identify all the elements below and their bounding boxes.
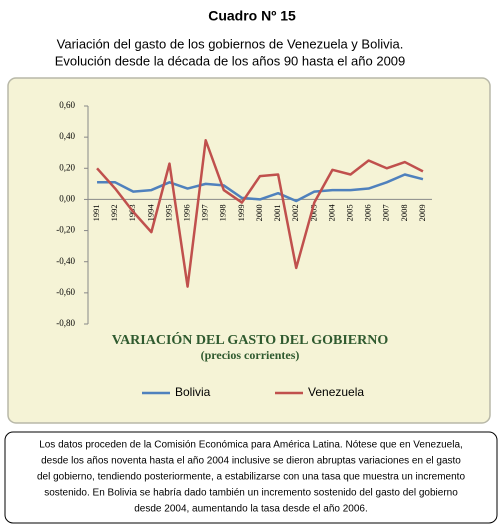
- header-subtitle: Evolución desde la década de los años 90…: [55, 53, 406, 68]
- chart-title: VARIACIÓN DEL GASTO DEL GOBIERNO: [112, 331, 389, 348]
- x-tick-label: 2005: [344, 204, 354, 221]
- y-tick-label: 0,00: [59, 193, 75, 203]
- header-subtitle: Variación del gasto de los gobiernos de …: [57, 36, 404, 51]
- x-tick-label: 1992: [109, 204, 119, 221]
- line-series: [96, 139, 424, 288]
- x-tick-label: 2009: [417, 204, 427, 221]
- y-tick-label: -0,80: [56, 318, 75, 328]
- x-tick-label: 1994: [145, 204, 155, 222]
- x-tick-label: 2003: [308, 204, 318, 221]
- y-tick-label: -0,20: [56, 225, 75, 235]
- y-tick-label: 0,20: [59, 162, 75, 172]
- x-tick-label: 1997: [200, 204, 210, 221]
- footer-line: desde 2004, aumentando la tasa desde el …: [134, 504, 368, 515]
- x-tick-label: 1995: [163, 204, 173, 221]
- header-title: Cuadro Nº 15: [208, 8, 296, 24]
- y-tick-label: 0,40: [59, 131, 75, 141]
- footer-box: [4, 431, 498, 524]
- x-tick-label: 1999: [236, 204, 246, 221]
- x-tick-label: 2000: [254, 204, 264, 221]
- x-tick-label: 2007: [381, 204, 391, 221]
- x-tick-label: 1993: [127, 204, 137, 221]
- x-tick-label: 2001: [272, 204, 282, 221]
- footer-line: desde los años noventa hasta el año 2004…: [41, 456, 461, 467]
- footer-line: Los datos proceden de la Comisión Económ…: [39, 440, 463, 451]
- line-series: [97, 173, 424, 203]
- x-tick-label: 1998: [218, 204, 228, 221]
- y-tick-label: -0,40: [56, 256, 75, 266]
- x-tick-label: 2008: [399, 204, 409, 221]
- y-tick-label: -0,60: [56, 287, 75, 297]
- x-tick-label: 2004: [326, 204, 336, 222]
- footer-line: del gobierno, tendiendo posteriormente, …: [37, 472, 465, 483]
- y-tick-label: 0,60: [59, 100, 75, 110]
- chart-frame: [7, 77, 491, 424]
- x-tick-label: 1996: [182, 204, 192, 221]
- legend-label: Bolivia: [175, 385, 211, 399]
- legend-label: Venezuela: [308, 385, 364, 399]
- x-tick-label: 2006: [363, 204, 373, 221]
- footer-line: sostenido. En Bolivia se habría dado tam…: [44, 488, 458, 499]
- footer-text: Los datos proceden de la Comisión Económ…: [37, 440, 465, 515]
- chart-subtitle: (precios corrientes): [201, 348, 300, 362]
- x-tick-label: 1991: [91, 204, 101, 221]
- x-tick-label: 2002: [290, 204, 300, 221]
